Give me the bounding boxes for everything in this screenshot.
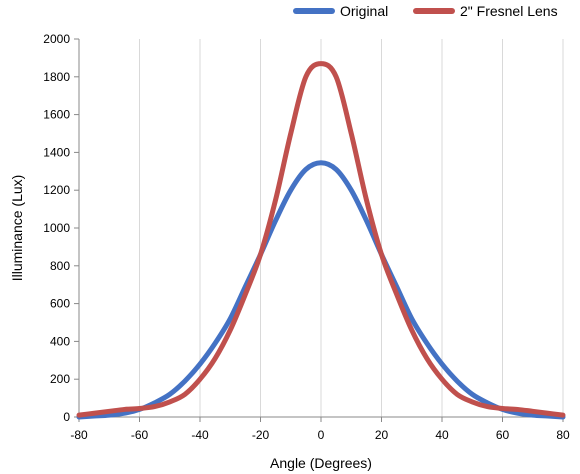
- x-tick-label: 80: [556, 428, 570, 442]
- x-tick-label: -40: [191, 428, 209, 442]
- x-tick-label: -80: [70, 428, 88, 442]
- legend: Original 2" Fresnel Lens: [293, 3, 558, 19]
- series-line-fresnel-lens: [76, 61, 566, 418]
- x-tick-labels: -80 -60 -40 -20 0 20 40 60 80: [70, 417, 570, 442]
- x-tick-label: 0: [318, 428, 325, 442]
- legend-label-fresnel-lens: 2" Fresnel Lens: [460, 3, 558, 19]
- y-tick-label: 0: [63, 410, 70, 424]
- series-lines: [76, 61, 566, 420]
- vertical-gridlines: [139, 39, 564, 417]
- y-axis-title: Illuminance (Lux): [9, 175, 25, 282]
- x-tick-label: -60: [131, 428, 149, 442]
- y-tick-label: 600: [50, 297, 70, 311]
- y-tick-label: 200: [50, 372, 70, 386]
- legend-label-original: Original: [340, 3, 388, 19]
- x-tick-label: 20: [375, 428, 389, 442]
- y-tick-label: 1200: [43, 183, 70, 197]
- x-axis-title: Angle (Degrees): [270, 455, 372, 471]
- y-tick-label: 1600: [43, 108, 70, 122]
- y-tick-label: 800: [50, 259, 70, 273]
- y-tick-labels: 0 200 400 600 800 1000 1200 1400 1600 1800 2000: [43, 32, 79, 424]
- x-tick-label: -20: [252, 428, 270, 442]
- y-tick-label: 400: [50, 334, 70, 348]
- y-tick-label: 1400: [43, 145, 70, 159]
- y-tick-label: 2000: [43, 32, 70, 46]
- x-tick-label: 40: [435, 428, 449, 442]
- x-tick-label: 60: [496, 428, 510, 442]
- y-tick-label: 1800: [43, 70, 70, 84]
- series-line-original: [76, 160, 566, 420]
- y-tick-label: 1000: [43, 221, 70, 235]
